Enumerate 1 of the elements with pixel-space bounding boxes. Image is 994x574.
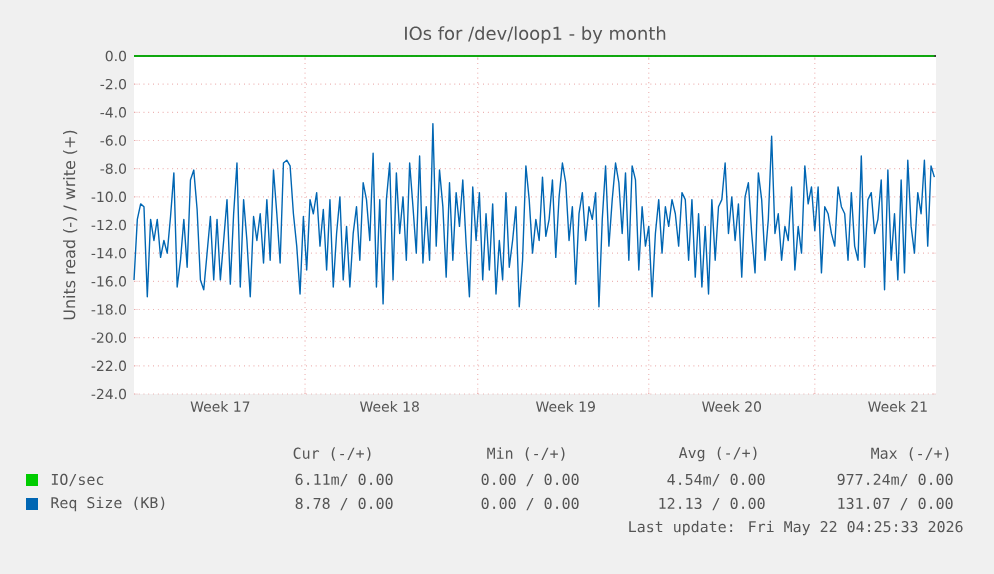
- chart-title: IOs for /dev/loop1 - by month: [405, 26, 666, 44]
